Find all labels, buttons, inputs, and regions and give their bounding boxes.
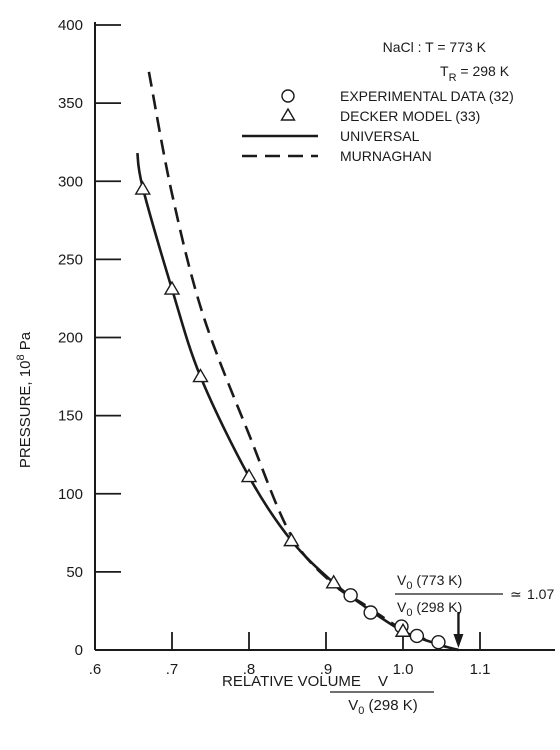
y-tick-label: 400: [58, 17, 83, 34]
condition-text: NaCl : T = 773 K TR = 298 K: [383, 39, 510, 84]
legend-label-universal: UNIVERSAL: [340, 128, 420, 144]
legend-item-universal: UNIVERSAL: [242, 128, 420, 144]
annotation: V0 (773 K) V0 (298 K) ≃ 1.07: [395, 572, 554, 648]
x-axis-label-numerator: V: [378, 673, 388, 690]
annotation-numerator: V0 (773 K): [397, 572, 462, 592]
decker-model-point: [325, 574, 342, 589]
y-tick-label: 350: [58, 95, 83, 112]
y-tick-label: 50: [66, 564, 83, 581]
annotation-approx-symbol: ≃: [510, 586, 522, 602]
legend-item-murnaghan: MURNAGHAN: [242, 148, 432, 164]
condition-line-1: NaCl : T = 773 K: [383, 39, 487, 55]
x-axis-label: RELATIVE VOLUME V V0 (298 K): [222, 673, 434, 717]
y-tick-label: 300: [58, 173, 83, 190]
murnaghan-curve: [147, 71, 459, 652]
universal-curve: [136, 152, 459, 652]
x-tick-label: .6: [89, 661, 102, 678]
decker-model-point: [283, 532, 300, 547]
experimental-data-point: [363, 605, 378, 620]
x-tick-label: .9: [320, 661, 333, 678]
y-tick-label: 250: [58, 251, 83, 268]
x-tick-label: 1.0: [393, 661, 414, 678]
annotation-denominator: V0 (298 K): [397, 599, 462, 619]
legend-label-experimental: EXPERIMENTAL DATA (32): [340, 88, 514, 104]
legend-item-decker: DECKER MODEL (33): [280, 107, 480, 124]
experimental-data-point: [343, 588, 358, 603]
series: [134, 71, 459, 652]
experimental-data-point: [409, 628, 425, 644]
annotation-arrow-head: [453, 634, 464, 648]
decker-model-point: [134, 180, 151, 195]
annotation-value: 1.07: [527, 586, 554, 602]
legend-item-experimental: EXPERIMENTAL DATA (32): [281, 88, 514, 104]
x-axis-label-denominator: V0 (298 K): [348, 697, 418, 717]
legend-label-decker: DECKER MODEL (33): [340, 108, 480, 124]
x-axis-label-main: RELATIVE VOLUME: [222, 673, 361, 690]
legend: EXPERIMENTAL DATA (32) DECKER MODEL (33)…: [242, 88, 514, 164]
axes: [94, 22, 555, 651]
annotation-arrow: [453, 612, 464, 648]
legend-circle-icon: [281, 89, 295, 103]
decker-model-point: [192, 368, 209, 383]
y-axis-label: PRESSURE, 108 Pa: [15, 331, 34, 468]
x-tick-label: .7: [166, 661, 179, 678]
y-tick-label: 0: [75, 642, 83, 659]
ticks: 0 50 100 150 200 250 300 350 400 .6 .7 .8 .9 1.0 1.1: [58, 17, 490, 678]
decker-model-point: [394, 622, 412, 637]
legend-triangle-icon: [280, 107, 296, 121]
y-tick-label: 200: [58, 330, 83, 347]
condition-line-2: TR = 298 K: [440, 63, 510, 84]
y-tick-label: 100: [58, 486, 83, 503]
decker-model-point: [163, 280, 181, 295]
experimental-data-point: [431, 634, 446, 650]
legend-label-murnaghan: MURNAGHAN: [340, 148, 432, 164]
x-tick-label: .8: [243, 661, 256, 678]
x-tick-label: 1.1: [470, 661, 491, 678]
y-tick-label: 150: [58, 408, 83, 425]
decker-model-point: [240, 468, 258, 483]
